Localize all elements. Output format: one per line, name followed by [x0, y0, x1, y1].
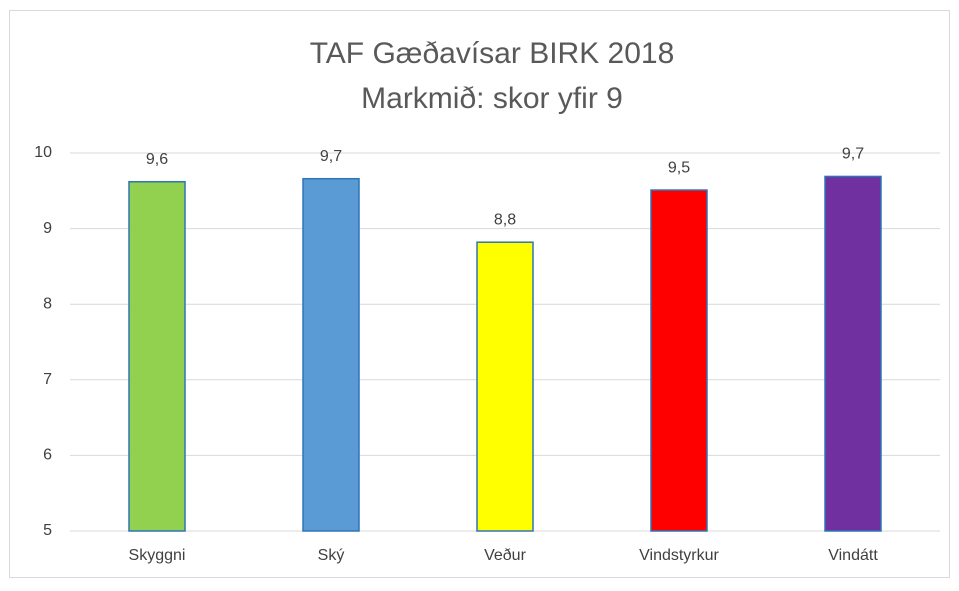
chart-subtitle: Markmið: skor yfir 9 [361, 82, 623, 115]
x-tick-label: Skyggni [129, 547, 186, 564]
data-label: 8,8 [494, 211, 516, 228]
y-tick-label: 7 [43, 371, 52, 388]
y-tick-label: 8 [43, 295, 52, 312]
x-tick-label: Vindátt [828, 547, 878, 564]
bar [302, 177, 360, 532]
y-tick-label: 6 [43, 447, 52, 464]
data-label: 9,6 [146, 151, 168, 168]
x-tick-label: Veður [484, 547, 526, 564]
bar [476, 241, 534, 532]
x-tick-label: Vindstyrkur [639, 547, 719, 564]
bar [650, 189, 708, 532]
chart-title: TAF Gæðavísar BIRK 2018 [310, 37, 675, 70]
data-label: 9,5 [668, 159, 690, 176]
bar [128, 180, 186, 532]
data-label: 9,7 [320, 148, 342, 165]
y-tick-label: 5 [43, 522, 52, 539]
data-label: 9,7 [842, 146, 864, 163]
y-tick-label: 10 [34, 144, 52, 161]
x-tick-label: Ský [318, 547, 345, 564]
y-tick-label: 9 [43, 220, 52, 237]
bar [824, 175, 882, 532]
